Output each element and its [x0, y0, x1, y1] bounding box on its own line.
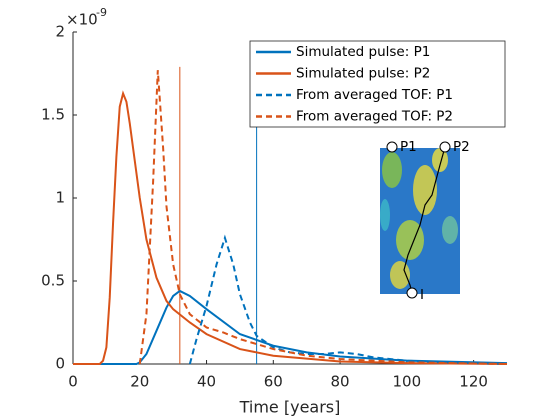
x-tick-label: 120 [459, 373, 488, 391]
y-tick-label: 0 [55, 355, 65, 373]
inset-label: P1 [400, 139, 417, 155]
inset-image: P1 P2 I [380, 139, 470, 303]
x-axis-label: Time [years] [239, 398, 341, 417]
x-tick-label: 100 [393, 373, 422, 391]
inset-label: I [420, 287, 424, 303]
legend-label: From averaged TOF: P2 [296, 109, 453, 125]
series-line [188, 234, 508, 365]
inset-label: P2 [453, 139, 470, 155]
y-multiplier: ×10 [66, 11, 98, 29]
x-tick-label: 60 [264, 373, 283, 391]
legend-box [249, 40, 506, 128]
legend-label: Simulated pulse: P1 [296, 44, 430, 60]
y-tick-label: 1 [55, 189, 65, 207]
y-tick-label: 0.5 [41, 272, 65, 290]
series-line [138, 70, 508, 365]
series-line [73, 90, 508, 365]
y-tick-label: 2 [55, 23, 65, 41]
legend-label: Simulated pulse: P2 [296, 66, 430, 82]
y-exponent: -9 [96, 6, 107, 19]
x-tick-label: 40 [197, 373, 216, 391]
legend-label: From averaged TOF: P1 [296, 87, 453, 103]
x-tick-label: 80 [331, 373, 350, 391]
y-tick-label: 1.5 [41, 106, 65, 124]
x-tick-label: 20 [130, 373, 149, 391]
x-tick-label: 0 [68, 373, 78, 391]
